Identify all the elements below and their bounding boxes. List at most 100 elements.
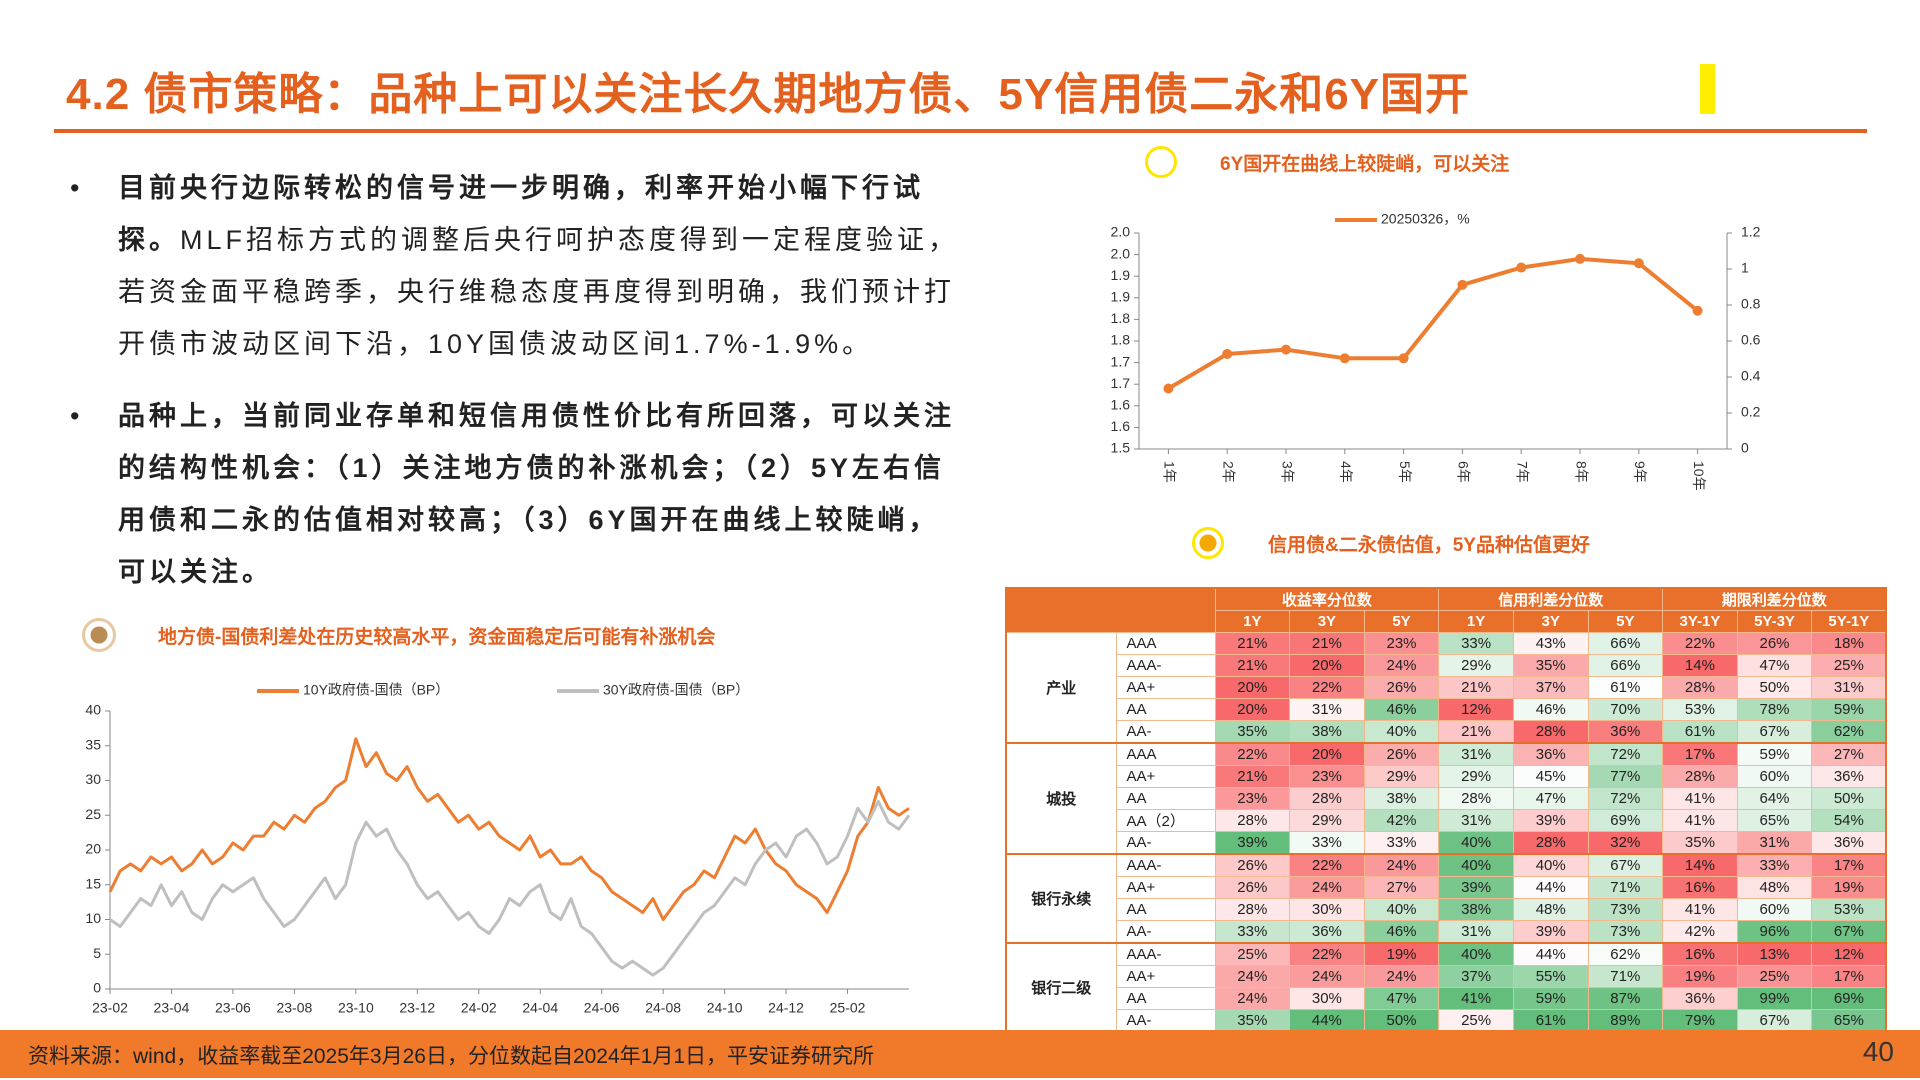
cell: 25%: [1438, 1009, 1514, 1033]
group-header: 信用利差分位数: [1438, 587, 1664, 611]
row-label: AA-: [1115, 920, 1216, 944]
cell: 21%: [1214, 765, 1291, 788]
row-group: 城投: [1005, 742, 1117, 855]
cell: 38%: [1363, 787, 1440, 810]
x-tick-label: 23-12: [399, 1000, 435, 1016]
column-header: 3Y-1Y: [1662, 610, 1738, 633]
column-header: 1Y: [1214, 610, 1291, 633]
cell: 33%: [1438, 632, 1514, 655]
cell: 29%: [1438, 654, 1514, 677]
cell: 28%: [1662, 676, 1738, 699]
row-label: AAA-: [1115, 654, 1216, 677]
cell: 54%: [1811, 809, 1887, 832]
cell: 17%: [1662, 742, 1738, 766]
point: [1516, 262, 1527, 273]
x-tick-label: 24-08: [645, 1000, 681, 1016]
bullet-dot: •: [70, 173, 84, 203]
cell: 31%: [1438, 742, 1514, 766]
cell: 24%: [1289, 965, 1365, 988]
cell: 35%: [1214, 1009, 1291, 1033]
y2-tick-label: 1.2: [1741, 224, 1761, 240]
cell: 42%: [1363, 809, 1440, 832]
cell: 60%: [1736, 765, 1813, 788]
cell: 46%: [1363, 698, 1440, 721]
cell: 59%: [1512, 987, 1589, 1010]
table-row: AA- 35% 38% 40% 21% 28% 36% 61% 67% 62%: [1006, 720, 1887, 744]
cell: 26%: [1363, 742, 1440, 766]
cell: 28%: [1289, 787, 1365, 810]
cell: 55%: [1512, 965, 1589, 988]
series-line: [1167, 256, 1699, 391]
cell: 70%: [1587, 698, 1664, 721]
row-label: AAA: [1115, 632, 1216, 655]
column-header: 3Y: [1289, 610, 1365, 633]
cell: 72%: [1587, 787, 1664, 810]
table-row: AA- 35% 44% 50% 25% 61% 89% 79% 67% 65%: [1006, 1009, 1887, 1033]
cell: 72%: [1587, 742, 1664, 766]
cell: 31%: [1289, 698, 1365, 721]
x-tick-label: 9年: [1632, 461, 1648, 483]
series-line: [109, 799, 911, 977]
cell: 38%: [1438, 898, 1514, 921]
page-number: 40: [1862, 1036, 1894, 1067]
cell: 41%: [1662, 787, 1738, 810]
table-row: AA 24% 30% 47% 41% 59% 87% 36% 99% 69%: [1006, 987, 1887, 1010]
cell: 28%: [1214, 809, 1291, 832]
column-header: 3Y: [1512, 610, 1589, 633]
point: [1281, 344, 1291, 355]
cell: 23%: [1289, 765, 1365, 788]
cell: 36%: [1662, 987, 1738, 1010]
cell: 53%: [1811, 898, 1887, 921]
cell: 44%: [1512, 876, 1589, 899]
point: [1163, 383, 1174, 394]
row-label: AA+: [1115, 965, 1216, 988]
cell: 40%: [1438, 853, 1514, 877]
cell: 39%: [1214, 831, 1291, 855]
cell: 24%: [1214, 965, 1291, 988]
cell: 20%: [1289, 742, 1365, 766]
cell: 22%: [1289, 676, 1365, 699]
cell: 12%: [1811, 942, 1887, 966]
cell: 24%: [1214, 987, 1291, 1010]
cell: 26%: [1363, 676, 1440, 699]
cell: 77%: [1587, 765, 1664, 788]
y2-tick-label: 0.6: [1741, 332, 1761, 348]
cell: 71%: [1587, 876, 1664, 899]
chart-caption: 6Y国开在曲线上较陡峭，可以关注: [1220, 154, 1510, 175]
bullet-bold: 目前央行边际转松的信号进一步明确，利率开始小幅下行试探。: [118, 173, 924, 255]
cell: 61%: [1662, 720, 1738, 744]
table-row: AA 28% 30% 40% 38% 48% 73% 41% 60% 53%: [1006, 898, 1887, 921]
cell: 14%: [1662, 853, 1738, 877]
y-tick-label: 10: [85, 910, 101, 926]
cell: 26%: [1214, 853, 1291, 877]
y-tick-label: 1.8: [1111, 310, 1131, 326]
cell: 46%: [1512, 698, 1589, 721]
row-label: AA: [1115, 987, 1216, 1010]
bullet-normal: MLF招标方式的调整后央行呵护态度得到一定程度验证，若资金面平稳跨季，央行维稳态…: [118, 225, 959, 359]
bullet: • 目前央行边际转松的信号进一步明确，利率开始小幅下行试探。MLF招标方式的调整…: [70, 162, 970, 370]
table-row: AA 20% 31% 46% 12% 46% 70% 53% 78% 59%: [1006, 698, 1887, 721]
cell: 21%: [1438, 676, 1514, 699]
cell: 35%: [1662, 831, 1738, 855]
cell: 39%: [1512, 920, 1589, 944]
cell: 39%: [1512, 809, 1589, 832]
cell: 62%: [1587, 942, 1664, 966]
y-tick-label: 1.7: [1111, 353, 1131, 369]
cell: 73%: [1587, 920, 1664, 944]
cell: 41%: [1662, 898, 1738, 921]
cell: 16%: [1662, 876, 1738, 899]
cell: 17%: [1811, 965, 1887, 988]
y-tick-label: 15: [85, 875, 101, 891]
x-tick-label: 23-06: [215, 1000, 251, 1016]
column-header: 5Y: [1587, 610, 1664, 633]
cell: 36%: [1512, 742, 1589, 766]
cell: 31%: [1736, 831, 1813, 855]
caption-icon: [82, 618, 116, 652]
cell: 87%: [1587, 987, 1664, 1010]
cell: 22%: [1214, 742, 1291, 766]
row-label: AA-: [1115, 720, 1216, 744]
cell: 13%: [1736, 942, 1813, 966]
table-row: AA 23% 28% 38% 28% 47% 72% 41% 64% 50%: [1006, 787, 1887, 810]
column-header: 1Y: [1438, 610, 1514, 633]
